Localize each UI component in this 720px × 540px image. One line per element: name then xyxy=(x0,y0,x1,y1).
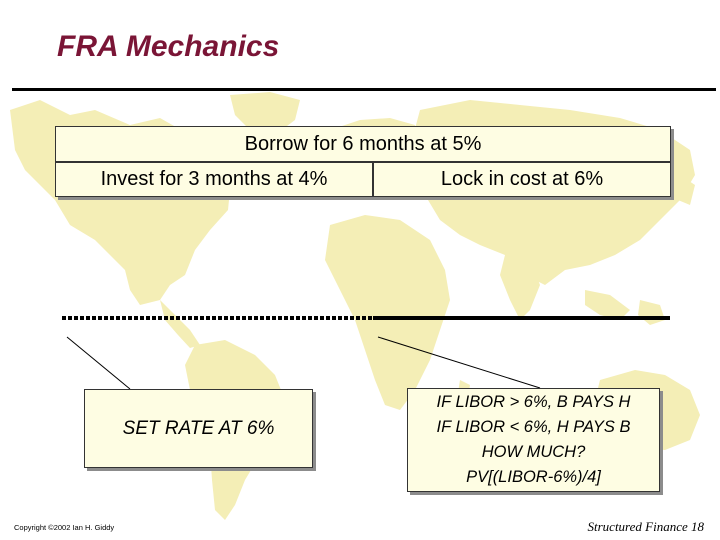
set-rate-label: SET RATE AT 6% xyxy=(122,417,275,439)
payment-line: PV[(LIBOR-6%)/4] xyxy=(466,468,601,486)
payment-callout: IF LIBOR > 6%, B PAYS H IF LIBOR < 6%, H… xyxy=(407,388,660,492)
set-rate-callout: SET RATE AT 6% xyxy=(84,389,313,468)
copyright-notice: Copyright ©2002 Ian H. Giddy xyxy=(14,523,115,532)
payment-line: IF LIBOR > 6%, B PAYS H xyxy=(436,393,631,411)
payment-line: IF LIBOR < 6%, H PAYS B xyxy=(436,418,631,436)
payment-line: HOW MUCH? xyxy=(481,443,586,461)
borrow-bar: Borrow for 6 months at 5% xyxy=(55,126,671,162)
invest-bar: Invest for 3 months at 4% xyxy=(55,162,373,197)
set-rate-pointer xyxy=(66,336,131,390)
borrow-label: Borrow for 6 months at 5% xyxy=(244,132,482,155)
invest-label: Invest for 3 months at 4% xyxy=(100,168,328,190)
lock-label: Lock in cost at 6% xyxy=(440,168,604,190)
payment-pointer xyxy=(377,336,541,389)
page-label: Structured Finance 18 xyxy=(587,519,705,534)
title-divider xyxy=(12,88,716,91)
lock-bar: Lock in cost at 6% xyxy=(373,162,671,197)
slide-title: FRA Mechanics xyxy=(57,30,280,63)
